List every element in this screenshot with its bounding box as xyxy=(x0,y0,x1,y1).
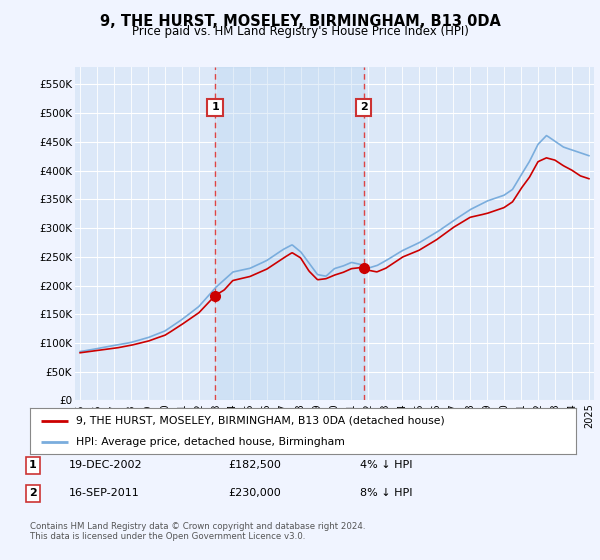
Text: 1: 1 xyxy=(211,102,219,113)
Text: HPI: Average price, detached house, Birmingham: HPI: Average price, detached house, Birm… xyxy=(76,437,345,447)
Text: 1: 1 xyxy=(29,460,37,470)
Text: 8% ↓ HPI: 8% ↓ HPI xyxy=(360,488,413,498)
Text: 9, THE HURST, MOSELEY, BIRMINGHAM, B13 0DA (detached house): 9, THE HURST, MOSELEY, BIRMINGHAM, B13 0… xyxy=(76,416,445,426)
Text: 19-DEC-2002: 19-DEC-2002 xyxy=(69,460,143,470)
Text: £230,000: £230,000 xyxy=(228,488,281,498)
Text: £182,500: £182,500 xyxy=(228,460,281,470)
Text: 2: 2 xyxy=(359,102,367,113)
Text: 16-SEP-2011: 16-SEP-2011 xyxy=(69,488,140,498)
Text: 4% ↓ HPI: 4% ↓ HPI xyxy=(360,460,413,470)
Text: 2: 2 xyxy=(29,488,37,498)
Text: Price paid vs. HM Land Registry's House Price Index (HPI): Price paid vs. HM Land Registry's House … xyxy=(131,25,469,38)
Text: Contains HM Land Registry data © Crown copyright and database right 2024.
This d: Contains HM Land Registry data © Crown c… xyxy=(30,522,365,542)
Text: 9, THE HURST, MOSELEY, BIRMINGHAM, B13 0DA: 9, THE HURST, MOSELEY, BIRMINGHAM, B13 0… xyxy=(100,14,500,29)
Bar xyxy=(215,67,364,400)
